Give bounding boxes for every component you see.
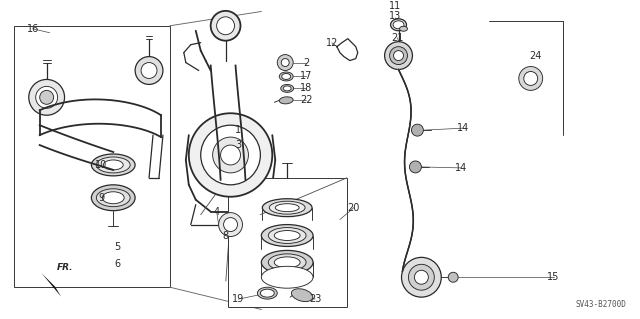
Circle shape <box>36 86 58 108</box>
Ellipse shape <box>103 160 123 170</box>
Ellipse shape <box>275 257 300 268</box>
Polygon shape <box>41 273 61 297</box>
Text: 3: 3 <box>236 140 241 150</box>
Circle shape <box>448 272 458 282</box>
Ellipse shape <box>399 26 408 31</box>
Circle shape <box>211 11 241 41</box>
Polygon shape <box>24 261 51 289</box>
Text: 16: 16 <box>27 24 39 34</box>
Ellipse shape <box>260 289 275 297</box>
Ellipse shape <box>269 201 305 214</box>
Ellipse shape <box>279 97 293 104</box>
Circle shape <box>412 124 424 136</box>
Ellipse shape <box>390 19 406 31</box>
Circle shape <box>212 137 248 173</box>
Text: 19: 19 <box>232 294 244 304</box>
Circle shape <box>189 113 272 197</box>
Text: SV43-B2700D: SV43-B2700D <box>576 300 627 309</box>
Text: 11: 11 <box>389 1 402 11</box>
Ellipse shape <box>97 157 130 173</box>
Circle shape <box>519 67 543 90</box>
Circle shape <box>390 47 408 64</box>
Ellipse shape <box>97 189 130 207</box>
Ellipse shape <box>282 73 291 79</box>
Ellipse shape <box>262 199 312 217</box>
Text: 1: 1 <box>236 125 241 135</box>
Bar <box>228 178 347 307</box>
Ellipse shape <box>261 266 313 288</box>
Text: 2: 2 <box>303 57 309 68</box>
Circle shape <box>201 125 260 185</box>
Text: 5: 5 <box>114 242 120 252</box>
Circle shape <box>408 264 435 290</box>
Text: 6: 6 <box>114 259 120 269</box>
Text: 10: 10 <box>95 160 108 170</box>
Ellipse shape <box>268 227 306 243</box>
Ellipse shape <box>275 231 300 241</box>
Text: 9: 9 <box>99 193 104 203</box>
Circle shape <box>221 145 241 165</box>
Circle shape <box>281 59 289 67</box>
Ellipse shape <box>275 204 299 211</box>
Circle shape <box>135 56 163 85</box>
Ellipse shape <box>279 72 293 81</box>
Text: 22: 22 <box>300 95 312 105</box>
Circle shape <box>385 42 412 70</box>
Ellipse shape <box>261 225 313 247</box>
Text: 14: 14 <box>457 123 469 133</box>
Text: 23: 23 <box>309 294 321 304</box>
Text: 15: 15 <box>547 272 560 282</box>
Text: 20: 20 <box>348 203 360 213</box>
Ellipse shape <box>102 192 124 204</box>
Circle shape <box>394 51 403 61</box>
Circle shape <box>29 79 65 115</box>
Text: 21: 21 <box>391 33 404 43</box>
Circle shape <box>410 161 421 173</box>
Text: 24: 24 <box>529 51 542 61</box>
Circle shape <box>219 213 243 236</box>
Ellipse shape <box>281 85 294 93</box>
Ellipse shape <box>92 185 135 211</box>
Ellipse shape <box>268 254 306 271</box>
Text: 8: 8 <box>223 231 228 241</box>
Ellipse shape <box>257 287 277 299</box>
Circle shape <box>40 90 54 104</box>
Circle shape <box>415 270 428 284</box>
Circle shape <box>401 257 441 297</box>
Ellipse shape <box>92 154 135 176</box>
Circle shape <box>141 63 157 78</box>
Circle shape <box>277 55 293 70</box>
Bar <box>14 26 170 287</box>
Circle shape <box>524 71 538 85</box>
Text: 14: 14 <box>455 163 467 173</box>
Ellipse shape <box>393 21 404 29</box>
Circle shape <box>223 218 237 232</box>
Ellipse shape <box>284 86 291 91</box>
Text: 12: 12 <box>326 38 338 48</box>
Text: 4: 4 <box>214 207 220 217</box>
Text: FR.: FR. <box>57 263 74 272</box>
Circle shape <box>216 17 234 35</box>
Ellipse shape <box>291 289 313 301</box>
Text: 13: 13 <box>389 11 402 21</box>
Ellipse shape <box>261 250 313 274</box>
Text: 18: 18 <box>300 83 312 93</box>
Text: 17: 17 <box>300 71 312 81</box>
